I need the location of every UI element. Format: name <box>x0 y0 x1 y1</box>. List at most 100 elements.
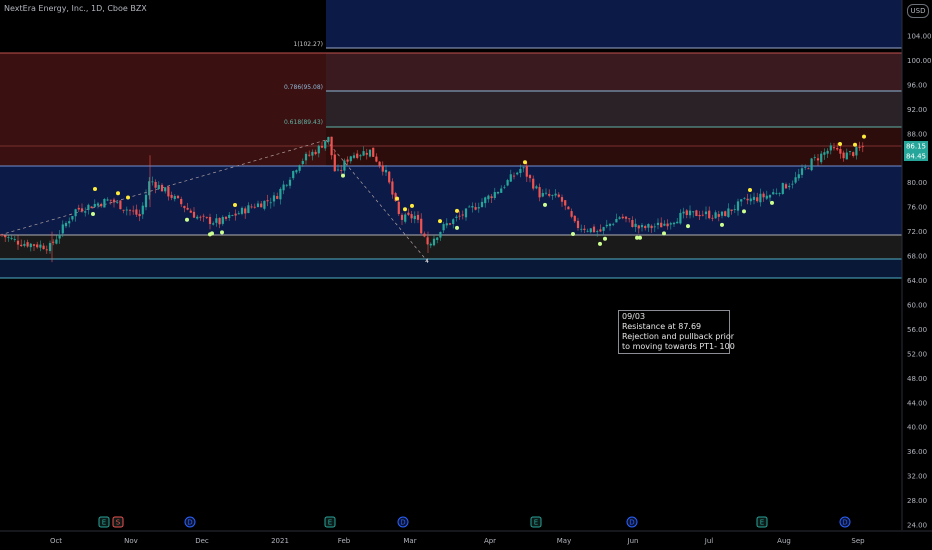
x-tick-label: Dec <box>195 537 209 545</box>
svg-text:E: E <box>534 519 538 527</box>
candle <box>16 235 20 250</box>
candle <box>247 202 250 214</box>
y-tick-label: 76.00 <box>907 204 927 212</box>
candle <box>4 235 7 243</box>
candle <box>420 213 423 234</box>
candle <box>314 149 317 156</box>
candle <box>64 221 68 229</box>
candle <box>346 156 349 165</box>
candle <box>829 142 832 155</box>
event-marker[interactable]: D <box>626 516 638 528</box>
svg-text:E: E <box>328 519 332 527</box>
candle <box>215 213 218 227</box>
candle <box>141 202 144 219</box>
signal-dot <box>770 200 774 205</box>
signal-dot <box>438 219 442 224</box>
event-marker[interactable]: E <box>98 516 110 528</box>
trend-line <box>325 139 429 263</box>
candle <box>397 197 400 216</box>
y-tick-label: 48.00 <box>907 375 927 383</box>
candle <box>240 206 244 216</box>
candle <box>260 201 263 208</box>
candle <box>480 198 484 208</box>
event-marker[interactable]: E <box>530 516 542 528</box>
event-marker[interactable]: E <box>324 516 336 528</box>
candle <box>557 192 560 198</box>
candle <box>439 231 442 241</box>
candle <box>564 199 567 211</box>
candle <box>509 169 512 182</box>
y-tick-label: 36.00 <box>907 448 927 456</box>
candle <box>656 218 660 230</box>
candle <box>836 143 839 151</box>
candle <box>708 206 711 220</box>
y-tick-label: 28.00 <box>907 497 927 505</box>
candle <box>423 231 426 238</box>
candle <box>23 240 26 248</box>
candle <box>317 144 320 158</box>
candle <box>231 214 234 217</box>
candle <box>362 146 365 157</box>
signal-dot <box>208 232 212 237</box>
candle <box>560 194 564 207</box>
candle <box>839 144 842 159</box>
candle <box>672 221 676 228</box>
candle <box>250 203 253 209</box>
candle <box>404 212 407 224</box>
candle <box>272 192 276 207</box>
event-marker[interactable]: D <box>839 516 851 528</box>
candle <box>39 240 42 252</box>
candle <box>324 141 327 151</box>
event-marker[interactable]: E <box>756 516 768 528</box>
candle <box>263 200 266 211</box>
chart-note[interactable]: 09/03 Resistance at 87.69 Rejection and … <box>618 310 735 354</box>
candle <box>308 150 311 157</box>
candle <box>343 158 346 176</box>
candle <box>112 197 116 208</box>
candle <box>100 202 103 208</box>
candle <box>180 196 183 207</box>
candle <box>500 185 503 193</box>
candle <box>26 239 29 248</box>
candle <box>122 209 125 214</box>
candle <box>90 206 93 209</box>
svg-text:D: D <box>842 519 847 527</box>
candle <box>528 174 532 183</box>
signal-dot <box>93 186 97 191</box>
y-tick-label: 40.00 <box>907 424 927 432</box>
candle <box>109 199 112 205</box>
candle <box>276 192 279 200</box>
candle <box>576 217 580 231</box>
signal-dot <box>91 212 95 217</box>
candle <box>407 208 410 216</box>
candle <box>36 241 39 249</box>
candle <box>496 191 500 195</box>
candle <box>490 193 493 204</box>
candle <box>570 208 573 219</box>
signal-dot <box>455 208 459 213</box>
fib-zone-dark-grey <box>0 235 902 259</box>
event-marker[interactable]: S <box>112 516 124 528</box>
candle <box>154 179 157 194</box>
candle <box>832 142 836 151</box>
candle <box>602 226 605 236</box>
candle <box>848 150 852 156</box>
event-marker[interactable]: D <box>397 516 409 528</box>
candle <box>653 223 656 233</box>
signal-dot <box>662 231 666 236</box>
candle <box>704 206 708 220</box>
y-axis: 24.00 28.00 32.00 36.00 40.00 44.00 48.00 52.00… <box>907 33 932 530</box>
event-marker[interactable]: D <box>184 516 196 528</box>
currency-badge[interactable]: USD <box>907 4 929 18</box>
candle <box>301 158 304 167</box>
candle <box>208 213 212 230</box>
candle <box>320 141 324 148</box>
candle <box>13 235 16 242</box>
candle <box>567 206 570 210</box>
fib-zone-mid-grey <box>326 91 902 127</box>
candle <box>596 229 599 237</box>
candle <box>688 205 692 219</box>
y-tick-label: 44.00 <box>907 399 927 407</box>
